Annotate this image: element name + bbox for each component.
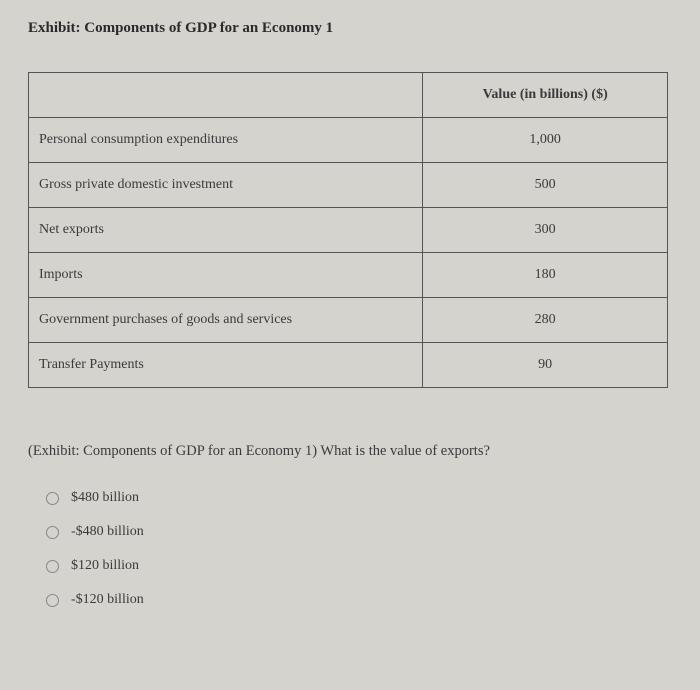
gdp-components-table: Value (in billions) ($) Personal consump… (28, 72, 668, 388)
answer-options: $480 billion -$480 billion $120 billion … (28, 490, 672, 608)
radio-icon[interactable] (46, 492, 59, 505)
row-value: 180 (423, 253, 668, 298)
option-row[interactable]: -$480 billion (46, 524, 672, 540)
option-row[interactable]: -$120 billion (46, 592, 672, 608)
option-label: $480 billion (71, 490, 139, 506)
table-row: Imports 180 (29, 253, 668, 298)
option-row[interactable]: $480 billion (46, 490, 672, 506)
radio-icon[interactable] (46, 594, 59, 607)
radio-icon[interactable] (46, 526, 59, 539)
table-row: Government purchases of goods and servic… (29, 298, 668, 343)
row-value: 500 (423, 163, 668, 208)
row-value: 1,000 (423, 118, 668, 163)
row-label: Imports (29, 253, 423, 298)
table-header-empty (29, 73, 423, 118)
row-label: Personal consumption expenditures (29, 118, 423, 163)
option-row[interactable]: $120 billion (46, 558, 672, 574)
question-text: (Exhibit: Components of GDP for an Econo… (28, 443, 672, 460)
option-label: $120 billion (71, 558, 139, 574)
table-header-value: Value (in billions) ($) (423, 73, 668, 118)
radio-icon[interactable] (46, 560, 59, 573)
option-label: -$480 billion (71, 524, 144, 540)
row-value: 280 (423, 298, 668, 343)
exhibit-title: Exhibit: Components of GDP for an Econom… (28, 20, 672, 37)
table-row: Personal consumption expenditures 1,000 (29, 118, 668, 163)
table-row: Net exports 300 (29, 208, 668, 253)
table-row: Transfer Payments 90 (29, 343, 668, 388)
row-value: 90 (423, 343, 668, 388)
row-label: Government purchases of goods and servic… (29, 298, 423, 343)
table-row: Gross private domestic investment 500 (29, 163, 668, 208)
row-label: Gross private domestic investment (29, 163, 423, 208)
row-value: 300 (423, 208, 668, 253)
option-label: -$120 billion (71, 592, 144, 608)
row-label: Transfer Payments (29, 343, 423, 388)
row-label: Net exports (29, 208, 423, 253)
